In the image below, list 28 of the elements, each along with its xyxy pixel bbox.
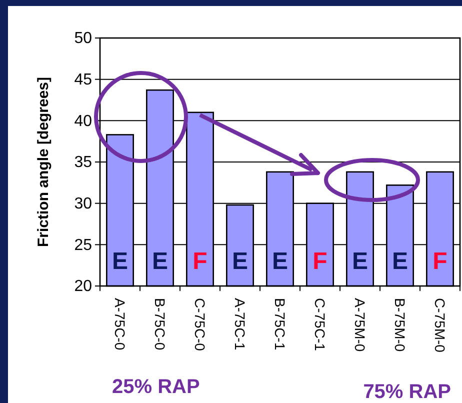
text: 25% RAP: [112, 376, 200, 398]
x-tick-label: B-75C-0: [152, 298, 168, 350]
y-tick-label: 25: [74, 236, 92, 254]
y-tick-label: 40: [74, 112, 92, 130]
annotation: F: [432, 248, 448, 275]
x-tick-label: C-75C-1: [312, 298, 328, 352]
x-tick-label: C-75M-0: [432, 298, 448, 353]
annotation: E: [392, 248, 408, 275]
annotation: E: [232, 248, 248, 275]
y-tick-label: 20: [74, 278, 92, 296]
annotation: F: [312, 248, 328, 275]
text: 75% RAP: [363, 381, 451, 403]
x-tick-label: C-75C-0: [192, 298, 208, 352]
annotation: E: [352, 248, 368, 275]
y-axis-title: Friction angle [degrees]: [35, 76, 52, 248]
y-tick-label: 30: [74, 195, 92, 212]
x-tick-label: A-75M-0: [352, 298, 368, 352]
x-tick-label: A-75C-1: [232, 298, 248, 350]
annotation: E: [152, 248, 168, 275]
y-tick-label: 45: [74, 71, 92, 88]
annotation: E: [112, 248, 128, 275]
x-tick-label: A-75C-0: [112, 298, 128, 350]
annotation: E: [272, 248, 288, 275]
y-tick-label: 35: [74, 154, 92, 172]
y-tick-label: 50: [74, 30, 92, 48]
annotation: F: [192, 248, 208, 275]
x-tick-label: B-75M-0: [392, 298, 408, 352]
x-tick-label: B-75C-1: [272, 298, 288, 350]
